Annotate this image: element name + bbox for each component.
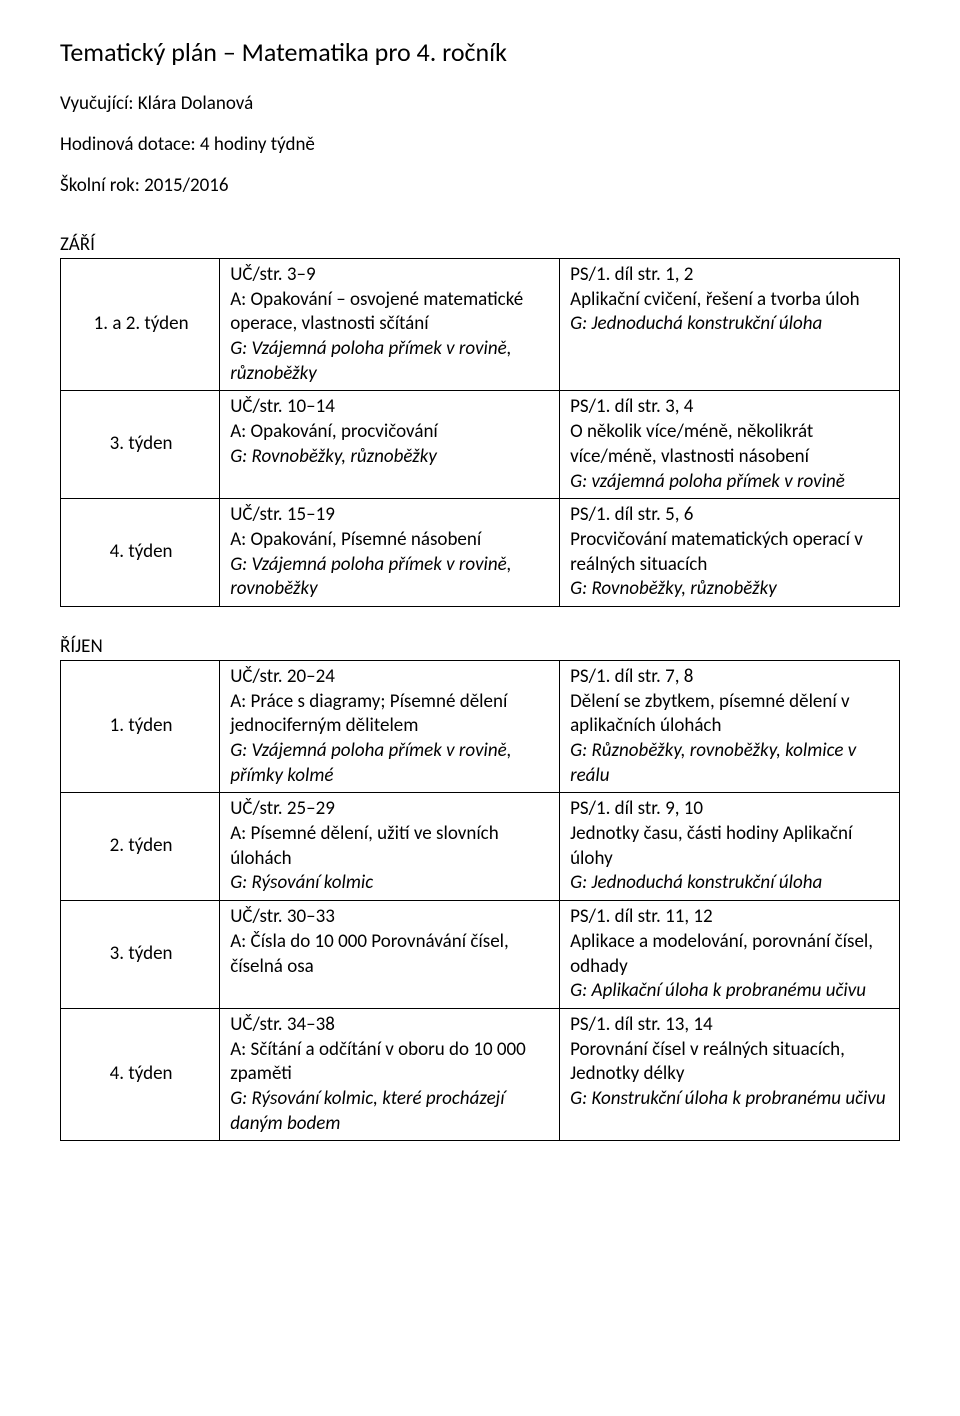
month-heading: ZÁŘÍ [60, 233, 900, 256]
ref-text: PS/1. díl str. 1, 2 [570, 263, 693, 286]
g-text: G: Jednoduchá konstrukční úloha [570, 871, 822, 894]
week-cell: 1. týden [61, 660, 220, 792]
a-text: A: Opakování, procvičování [230, 420, 438, 443]
week-cell: 4. týden [61, 499, 220, 607]
g-text: G: Rýsování kolmic, které procházejí dan… [230, 1087, 504, 1135]
teacher-line: Vyučující: Klára Dolanová [60, 92, 900, 115]
content-cell: PS/1. díl str. 9, 10 Jednotky času, část… [560, 793, 900, 901]
a-text: A: Čísla do 10 000 Porovnávání čísel, čí… [230, 930, 509, 978]
week-cell: 1. a 2. týden [61, 259, 220, 391]
body-text: Aplikace a modelování, porovnání čísel, … [570, 930, 873, 978]
content-cell: UČ/str. 30–33 A: Čísla do 10 000 Porovná… [220, 901, 560, 1009]
ref-text: PS/1. díl str. 5, 6 [570, 503, 693, 526]
table-row: 3. týden UČ/str. 30–33 A: Čísla do 10 00… [61, 901, 900, 1009]
ref-text: UČ/str. 25–29 [230, 797, 335, 820]
table-row: 3. týden UČ/str. 10–14 A: Opakování, pro… [61, 391, 900, 499]
week-cell: 4. týden [61, 1008, 220, 1140]
a-text: A: Práce s diagramy; Písemné dělení jedn… [230, 690, 507, 738]
week-cell: 3. týden [61, 901, 220, 1009]
body-text: O několik více/méně, několikrát více/mén… [570, 420, 813, 468]
table-row: 1. týden UČ/str. 20–24 A: Práce s diagra… [61, 660, 900, 792]
g-text: G: Konstrukční úloha k probranému učivu [570, 1087, 886, 1110]
a-text: A: Písemné dělení, užití ve slovních úlo… [230, 822, 499, 870]
ref-text: PS/1. díl str. 13, 14 [570, 1013, 713, 1036]
ref-text: UČ/str. 10–14 [230, 395, 335, 418]
content-cell: PS/1. díl str. 3, 4 O několik více/méně,… [560, 391, 900, 499]
ref-text: UČ/str. 3–9 [230, 263, 315, 286]
a-text: A: Sčítání a odčítání v oboru do 10 000 … [230, 1038, 526, 1086]
g-text: G: Rýsování kolmic [230, 871, 373, 894]
table-row: 1. a 2. týden UČ/str. 3–9 A: Opakování –… [61, 259, 900, 391]
content-cell: UČ/str. 20–24 A: Práce s diagramy; Písem… [220, 660, 560, 792]
content-cell: UČ/str. 3–9 A: Opakování – osvojené mate… [220, 259, 560, 391]
week-cell: 2. týden [61, 793, 220, 901]
content-cell: PS/1. díl str. 13, 14 Porovnání čísel v … [560, 1008, 900, 1140]
content-cell: UČ/str. 15–19 A: Opakování, Písemné náso… [220, 499, 560, 607]
ref-text: PS/1. díl str. 3, 4 [570, 395, 693, 418]
month-heading: ŘÍJEN [60, 635, 900, 658]
a-text: A: Opakování, Písemné násobení [230, 528, 481, 551]
g-text: G: Vzájemná poloha přímek v rovině, přím… [230, 739, 511, 787]
content-cell: PS/1. díl str. 5, 6 Procvičování matemat… [560, 499, 900, 607]
body-text: Dělení se zbytkem, písemné dělení v apli… [570, 690, 850, 738]
ref-text: UČ/str. 34–38 [230, 1013, 335, 1036]
g-text: G: Jednoduchá konstrukční úloha [570, 312, 822, 335]
table-row: 4. týden UČ/str. 34–38 A: Sčítání a odčí… [61, 1008, 900, 1140]
g-text: G: vzájemná poloha přímek v rovině [570, 470, 845, 493]
g-text: G: Vzájemná poloha přímek v rovině, rovn… [230, 553, 511, 601]
content-cell: UČ/str. 25–29 A: Písemné dělení, užití v… [220, 793, 560, 901]
table-row: 2. týden UČ/str. 25–29 A: Písemné dělení… [61, 793, 900, 901]
body-text: Porovnání čísel v reálných situacích, Je… [570, 1038, 845, 1086]
g-text: G: Různoběžky, rovnoběžky, kolmice v reá… [570, 739, 856, 787]
plan-table-zari: 1. a 2. týden UČ/str. 3–9 A: Opakování –… [60, 258, 900, 607]
hours-line: Hodinová dotace: 4 hodiny týdně [60, 133, 900, 156]
body-text: Aplikační cvičení, řešení a tvorba úloh [570, 288, 860, 311]
content-cell: PS/1. díl str. 7, 8 Dělení se zbytkem, p… [560, 660, 900, 792]
page-title: Tematický plán – Matematika pro 4. roční… [60, 36, 900, 68]
a-text: A: Opakování – osvojené matematické oper… [230, 288, 523, 336]
g-text: G: Vzájemná poloha přímek v rovině, různ… [230, 337, 511, 385]
table-row: 4. týden UČ/str. 15–19 A: Opakování, Pís… [61, 499, 900, 607]
ref-text: UČ/str. 20–24 [230, 665, 335, 688]
ref-text: PS/1. díl str. 11, 12 [570, 905, 713, 928]
body-text: Procvičování matematických operací v reá… [570, 528, 863, 576]
plan-table-rijen: 1. týden UČ/str. 20–24 A: Práce s diagra… [60, 660, 900, 1141]
g-text: G: Aplikační úloha k probranému učivu [570, 979, 866, 1002]
week-cell: 3. týden [61, 391, 220, 499]
content-cell: UČ/str. 34–38 A: Sčítání a odčítání v ob… [220, 1008, 560, 1140]
year-line: Školní rok: 2015/2016 [60, 174, 900, 197]
g-text: G: Rovnoběžky, různoběžky [570, 577, 777, 600]
content-cell: PS/1. díl str. 1, 2 Aplikační cvičení, ř… [560, 259, 900, 391]
g-text: G: Rovnoběžky, různoběžky [230, 445, 437, 468]
ref-text: UČ/str. 15–19 [230, 503, 335, 526]
ref-text: PS/1. díl str. 9, 10 [570, 797, 703, 820]
ref-text: PS/1. díl str. 7, 8 [570, 665, 693, 688]
body-text: Jednotky času, části hodiny Aplikační úl… [570, 822, 852, 870]
content-cell: PS/1. díl str. 11, 12 Aplikace a modelov… [560, 901, 900, 1009]
content-cell: UČ/str. 10–14 A: Opakování, procvičování… [220, 391, 560, 499]
ref-text: UČ/str. 30–33 [230, 905, 335, 928]
